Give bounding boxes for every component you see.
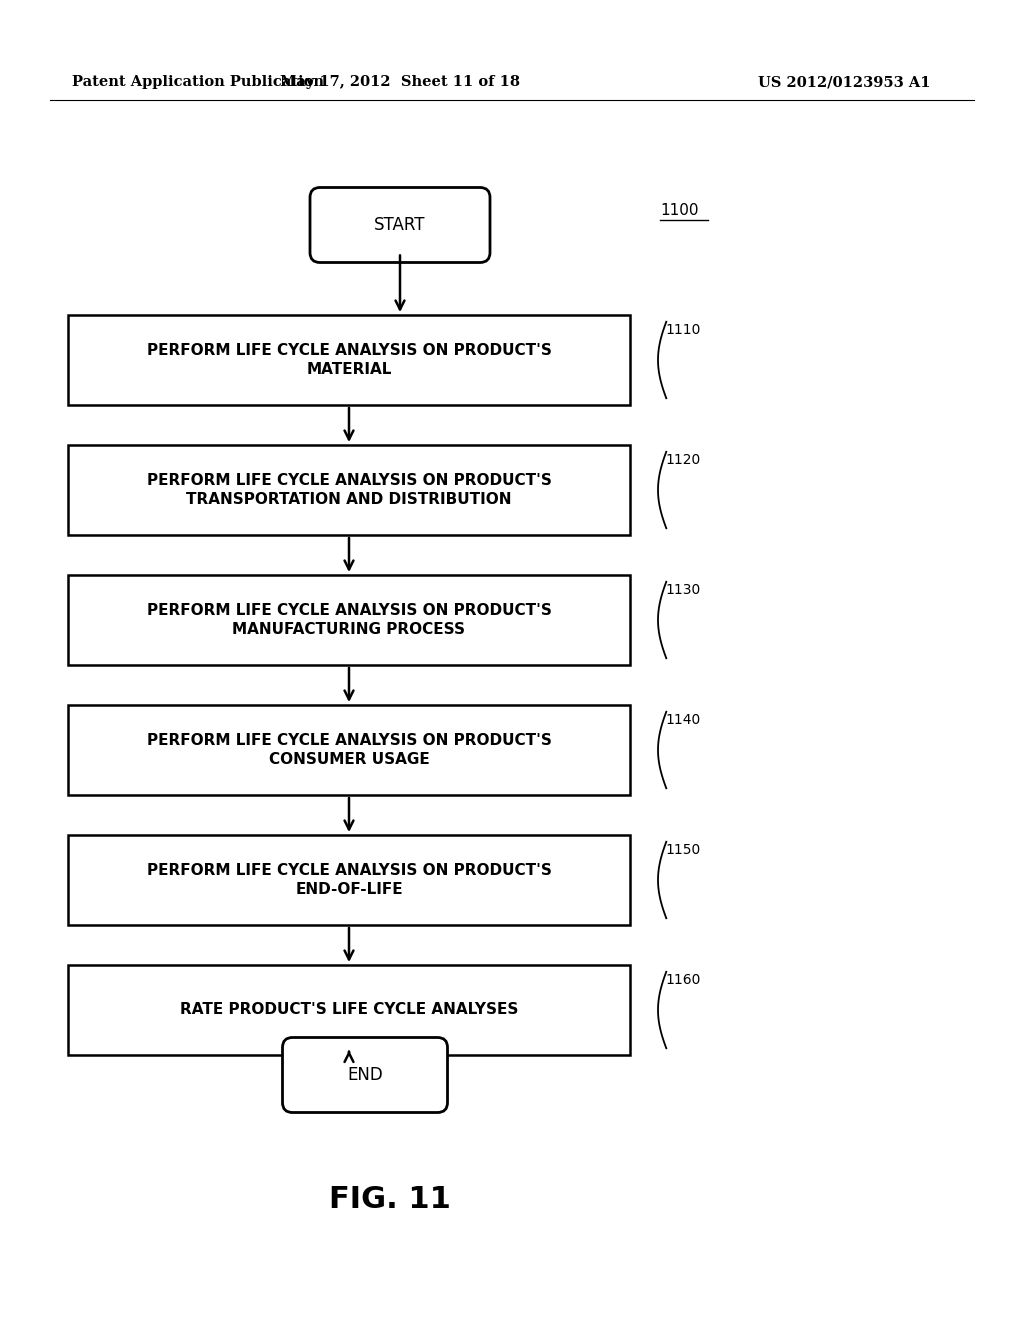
Text: 1160: 1160 (665, 973, 700, 987)
Text: RATE PRODUCT'S LIFE CYCLE ANALYSES: RATE PRODUCT'S LIFE CYCLE ANALYSES (180, 1002, 518, 1018)
Bar (68, 576, 630, 665)
Text: PERFORM LIFE CYCLE ANALYSIS ON PRODUCT'S
MANUFACTURING PROCESS: PERFORM LIFE CYCLE ANALYSIS ON PRODUCT'S… (146, 603, 552, 638)
Text: May 17, 2012  Sheet 11 of 18: May 17, 2012 Sheet 11 of 18 (280, 75, 520, 88)
Text: END: END (347, 1067, 383, 1084)
Bar (68, 836, 630, 925)
Text: PERFORM LIFE CYCLE ANALYSIS ON PRODUCT'S
END-OF-LIFE: PERFORM LIFE CYCLE ANALYSIS ON PRODUCT'S… (146, 862, 552, 898)
Text: 1130: 1130 (665, 583, 700, 597)
Bar (68, 315, 630, 405)
Text: FIG. 11: FIG. 11 (329, 1185, 451, 1214)
Text: START: START (374, 216, 426, 234)
Bar (68, 965, 630, 1055)
Text: 1100: 1100 (660, 203, 698, 218)
Text: PERFORM LIFE CYCLE ANALYSIS ON PRODUCT'S
MATERIAL: PERFORM LIFE CYCLE ANALYSIS ON PRODUCT'S… (146, 343, 552, 378)
FancyBboxPatch shape (310, 187, 490, 263)
Text: 1150: 1150 (665, 843, 700, 857)
Text: 1110: 1110 (665, 323, 700, 337)
Text: 1120: 1120 (665, 453, 700, 467)
Text: 1140: 1140 (665, 713, 700, 727)
Text: US 2012/0123953 A1: US 2012/0123953 A1 (758, 75, 930, 88)
Bar (68, 705, 630, 795)
Bar (68, 445, 630, 535)
Text: Patent Application Publication: Patent Application Publication (72, 75, 324, 88)
Text: PERFORM LIFE CYCLE ANALYSIS ON PRODUCT'S
CONSUMER USAGE: PERFORM LIFE CYCLE ANALYSIS ON PRODUCT'S… (146, 733, 552, 767)
Text: PERFORM LIFE CYCLE ANALYSIS ON PRODUCT'S
TRANSPORTATION AND DISTRIBUTION: PERFORM LIFE CYCLE ANALYSIS ON PRODUCT'S… (146, 473, 552, 507)
FancyBboxPatch shape (283, 1038, 447, 1113)
